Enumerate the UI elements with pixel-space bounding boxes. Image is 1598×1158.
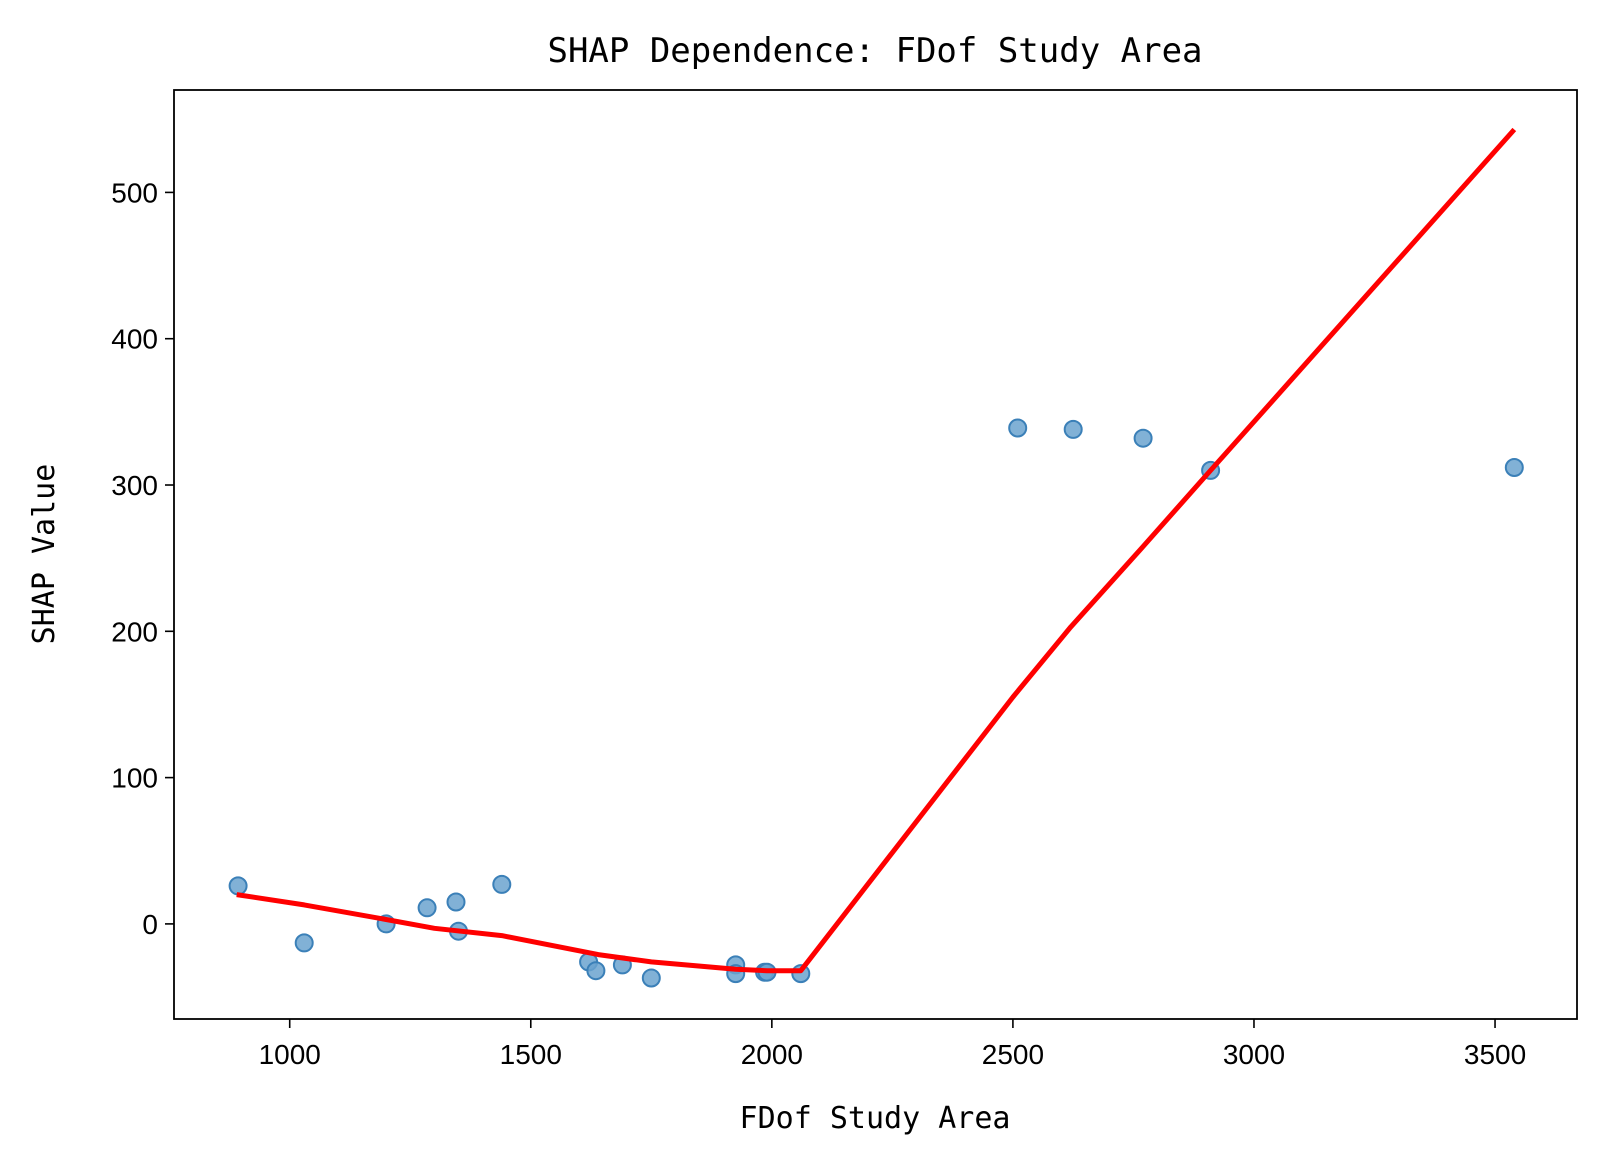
- trend-line: [236, 127, 1517, 974]
- x-axis-label: FDof Study Area: [740, 1101, 1011, 1136]
- scatter-point: [1063, 419, 1083, 439]
- x-tick-label: 1000: [259, 1039, 321, 1070]
- x-tick-label: 2500: [982, 1039, 1044, 1070]
- scatter-point: [1133, 428, 1153, 448]
- x-ticks: 1000 1500 2000 2500 3000 3500: [259, 1019, 1526, 1070]
- scatter-point: [417, 898, 437, 918]
- y-ticks: 0 100 200 300 400 500: [111, 177, 174, 940]
- y-tick-label: 0: [142, 909, 158, 940]
- scatter-point: [492, 874, 512, 894]
- scatter-point: [446, 892, 466, 912]
- y-tick-label: 200: [111, 616, 158, 647]
- scatter-point: [1008, 418, 1028, 438]
- scatter-point: [1504, 458, 1524, 477]
- y-tick-label: 500: [111, 177, 158, 208]
- y-tick-label: 100: [111, 763, 158, 794]
- trend-line-layer: [236, 127, 1517, 974]
- plot-frame: [173, 89, 1578, 1020]
- chart-title: SHAP Dependence: FDof Study Area: [547, 31, 1202, 71]
- scatter-point: [586, 961, 606, 981]
- x-tick-label: 3000: [1223, 1039, 1285, 1070]
- x-tick-label: 1500: [500, 1039, 562, 1070]
- scatter-point: [294, 933, 314, 953]
- points-layer: [228, 418, 1524, 988]
- x-tick-label: 2000: [741, 1039, 803, 1070]
- x-tick-label: 3500: [1464, 1039, 1526, 1070]
- y-tick-label: 400: [111, 324, 158, 355]
- y-tick-label: 300: [111, 470, 158, 501]
- scatter-point: [641, 968, 661, 988]
- scatter-point: [228, 876, 248, 896]
- y-axis-label: SHAP Value: [27, 464, 62, 645]
